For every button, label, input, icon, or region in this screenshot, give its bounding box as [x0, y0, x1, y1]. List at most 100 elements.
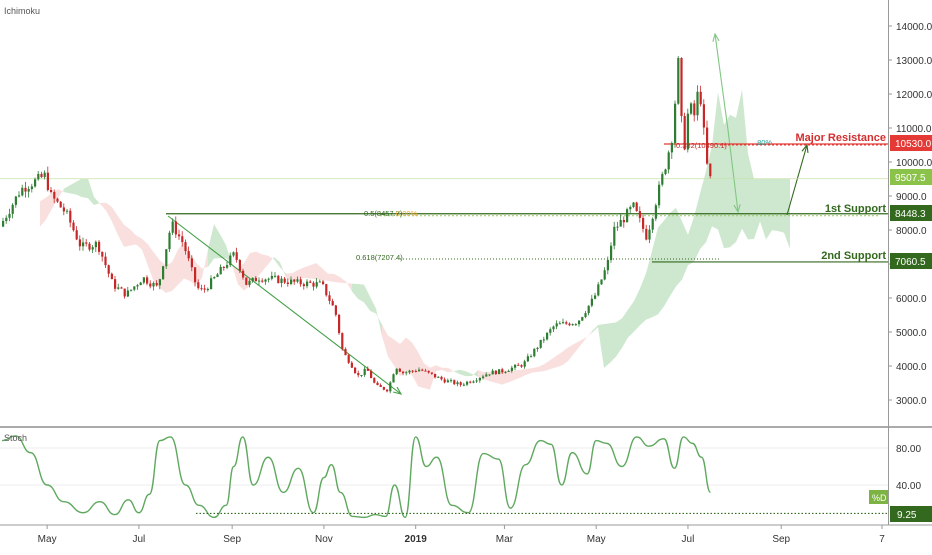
- candle-body: [558, 323, 561, 325]
- candle-body: [219, 266, 222, 275]
- candle-body: [590, 298, 593, 306]
- cloud-segment: [670, 207, 676, 296]
- candle-body: [565, 322, 568, 324]
- x-tick-label: 7: [879, 534, 885, 545]
- candle-body: [462, 384, 465, 386]
- cloud-segment: [268, 255, 274, 265]
- up-arrow: [714, 33, 729, 131]
- cloud-segment: [676, 207, 682, 287]
- candle-body: [331, 300, 334, 306]
- candle-body: [389, 382, 392, 392]
- candle-body: [347, 355, 350, 363]
- cloud-segment: [454, 369, 460, 375]
- cloud-segment: [304, 265, 310, 279]
- candle-body: [194, 267, 197, 283]
- cloud-segment: [496, 370, 502, 385]
- candle-body: [395, 368, 398, 375]
- major-resistance-label: Major Resistance: [796, 132, 886, 144]
- cloud-segment: [730, 114, 736, 248]
- candle-body: [661, 174, 664, 185]
- stoch-tick-label: 40.00: [896, 481, 921, 492]
- candle-body: [594, 295, 597, 299]
- candle-body: [91, 247, 94, 250]
- candle-body: [686, 113, 689, 150]
- candle-body: [40, 173, 43, 178]
- cloud-segment: [592, 325, 598, 333]
- cloud-segment: [130, 229, 136, 246]
- cloud-segment: [178, 242, 184, 285]
- cloud-segment: [406, 337, 412, 375]
- x-tick-label: May: [38, 534, 57, 545]
- cloud-segment: [502, 370, 508, 385]
- cloud-segment: [328, 273, 334, 282]
- candle-body: [597, 284, 600, 296]
- candle-body: [427, 370, 430, 373]
- cloud-segment: [778, 179, 784, 233]
- candle-body: [405, 372, 408, 374]
- price-tags: 10530.0 9507.5 8448.3 7060.5 %D 9.25: [869, 135, 932, 522]
- cloud-segment: [100, 202, 106, 211]
- cloud-segment: [622, 309, 628, 348]
- candle-body: [328, 295, 331, 301]
- candle-body: [418, 369, 421, 372]
- cloud-segment: [568, 343, 574, 362]
- cloud-segment: [682, 221, 688, 280]
- cloud-segment: [484, 371, 490, 382]
- cloud-segment: [772, 179, 778, 231]
- cloud-segment: [250, 251, 256, 286]
- candle-body: [181, 236, 184, 243]
- cloud-segment: [262, 254, 268, 272]
- cloud-segment: [688, 216, 694, 266]
- cloud-segment: [40, 197, 46, 227]
- y-tick-label: 14000.0: [896, 22, 932, 33]
- candle-body: [155, 283, 158, 286]
- candle-body: [430, 372, 433, 374]
- candle-body: [235, 252, 238, 260]
- cloud-segment: [652, 227, 658, 318]
- candle-body: [50, 189, 53, 192]
- candle-body: [62, 207, 65, 212]
- candle-body: [75, 230, 78, 240]
- cloud-segment: [418, 351, 424, 389]
- svg-text:%D: %D: [872, 493, 887, 503]
- cloud-segment: [148, 244, 154, 283]
- candle-body: [370, 370, 373, 379]
- candle-body: [610, 245, 613, 261]
- candle-body: [709, 163, 712, 177]
- candle-body: [555, 323, 558, 327]
- cloud-segment: [742, 89, 748, 240]
- candle-body: [674, 103, 677, 144]
- candle-body: [110, 273, 113, 280]
- candle-body: [619, 220, 622, 227]
- cloud-segment: [748, 153, 754, 240]
- candle-body: [437, 376, 440, 378]
- candle-body: [632, 202, 635, 208]
- candle-body: [267, 278, 270, 280]
- candle-body: [450, 380, 453, 382]
- candle-body: [98, 241, 101, 252]
- y-tick-label: 5000.0: [896, 328, 927, 339]
- candle-body: [504, 371, 507, 373]
- cloud-segment: [430, 365, 436, 390]
- candle-body: [466, 381, 469, 385]
- cloud-segment: [298, 267, 304, 280]
- candle-body: [142, 277, 145, 283]
- ichimoku-cloud: [40, 89, 790, 390]
- candle-body: [318, 281, 321, 283]
- cloud-segment: [310, 263, 316, 280]
- candle-body: [526, 356, 529, 362]
- svg-text:9507.5: 9507.5: [895, 173, 926, 184]
- cloud-segment: [106, 202, 112, 222]
- candle-body: [174, 221, 177, 235]
- cloud-segment: [598, 324, 604, 368]
- x-tick-label: Nov: [315, 534, 333, 545]
- candle-body: [30, 186, 33, 190]
- candle-body: [354, 367, 357, 373]
- cloud-segment: [166, 262, 172, 293]
- candle-body: [523, 361, 526, 367]
- y-tick-label: 10000.0: [896, 158, 932, 169]
- cloud-segment: [646, 251, 652, 320]
- candle-body: [78, 239, 81, 247]
- candle-body: [334, 305, 337, 315]
- cloud-segment: [712, 92, 718, 230]
